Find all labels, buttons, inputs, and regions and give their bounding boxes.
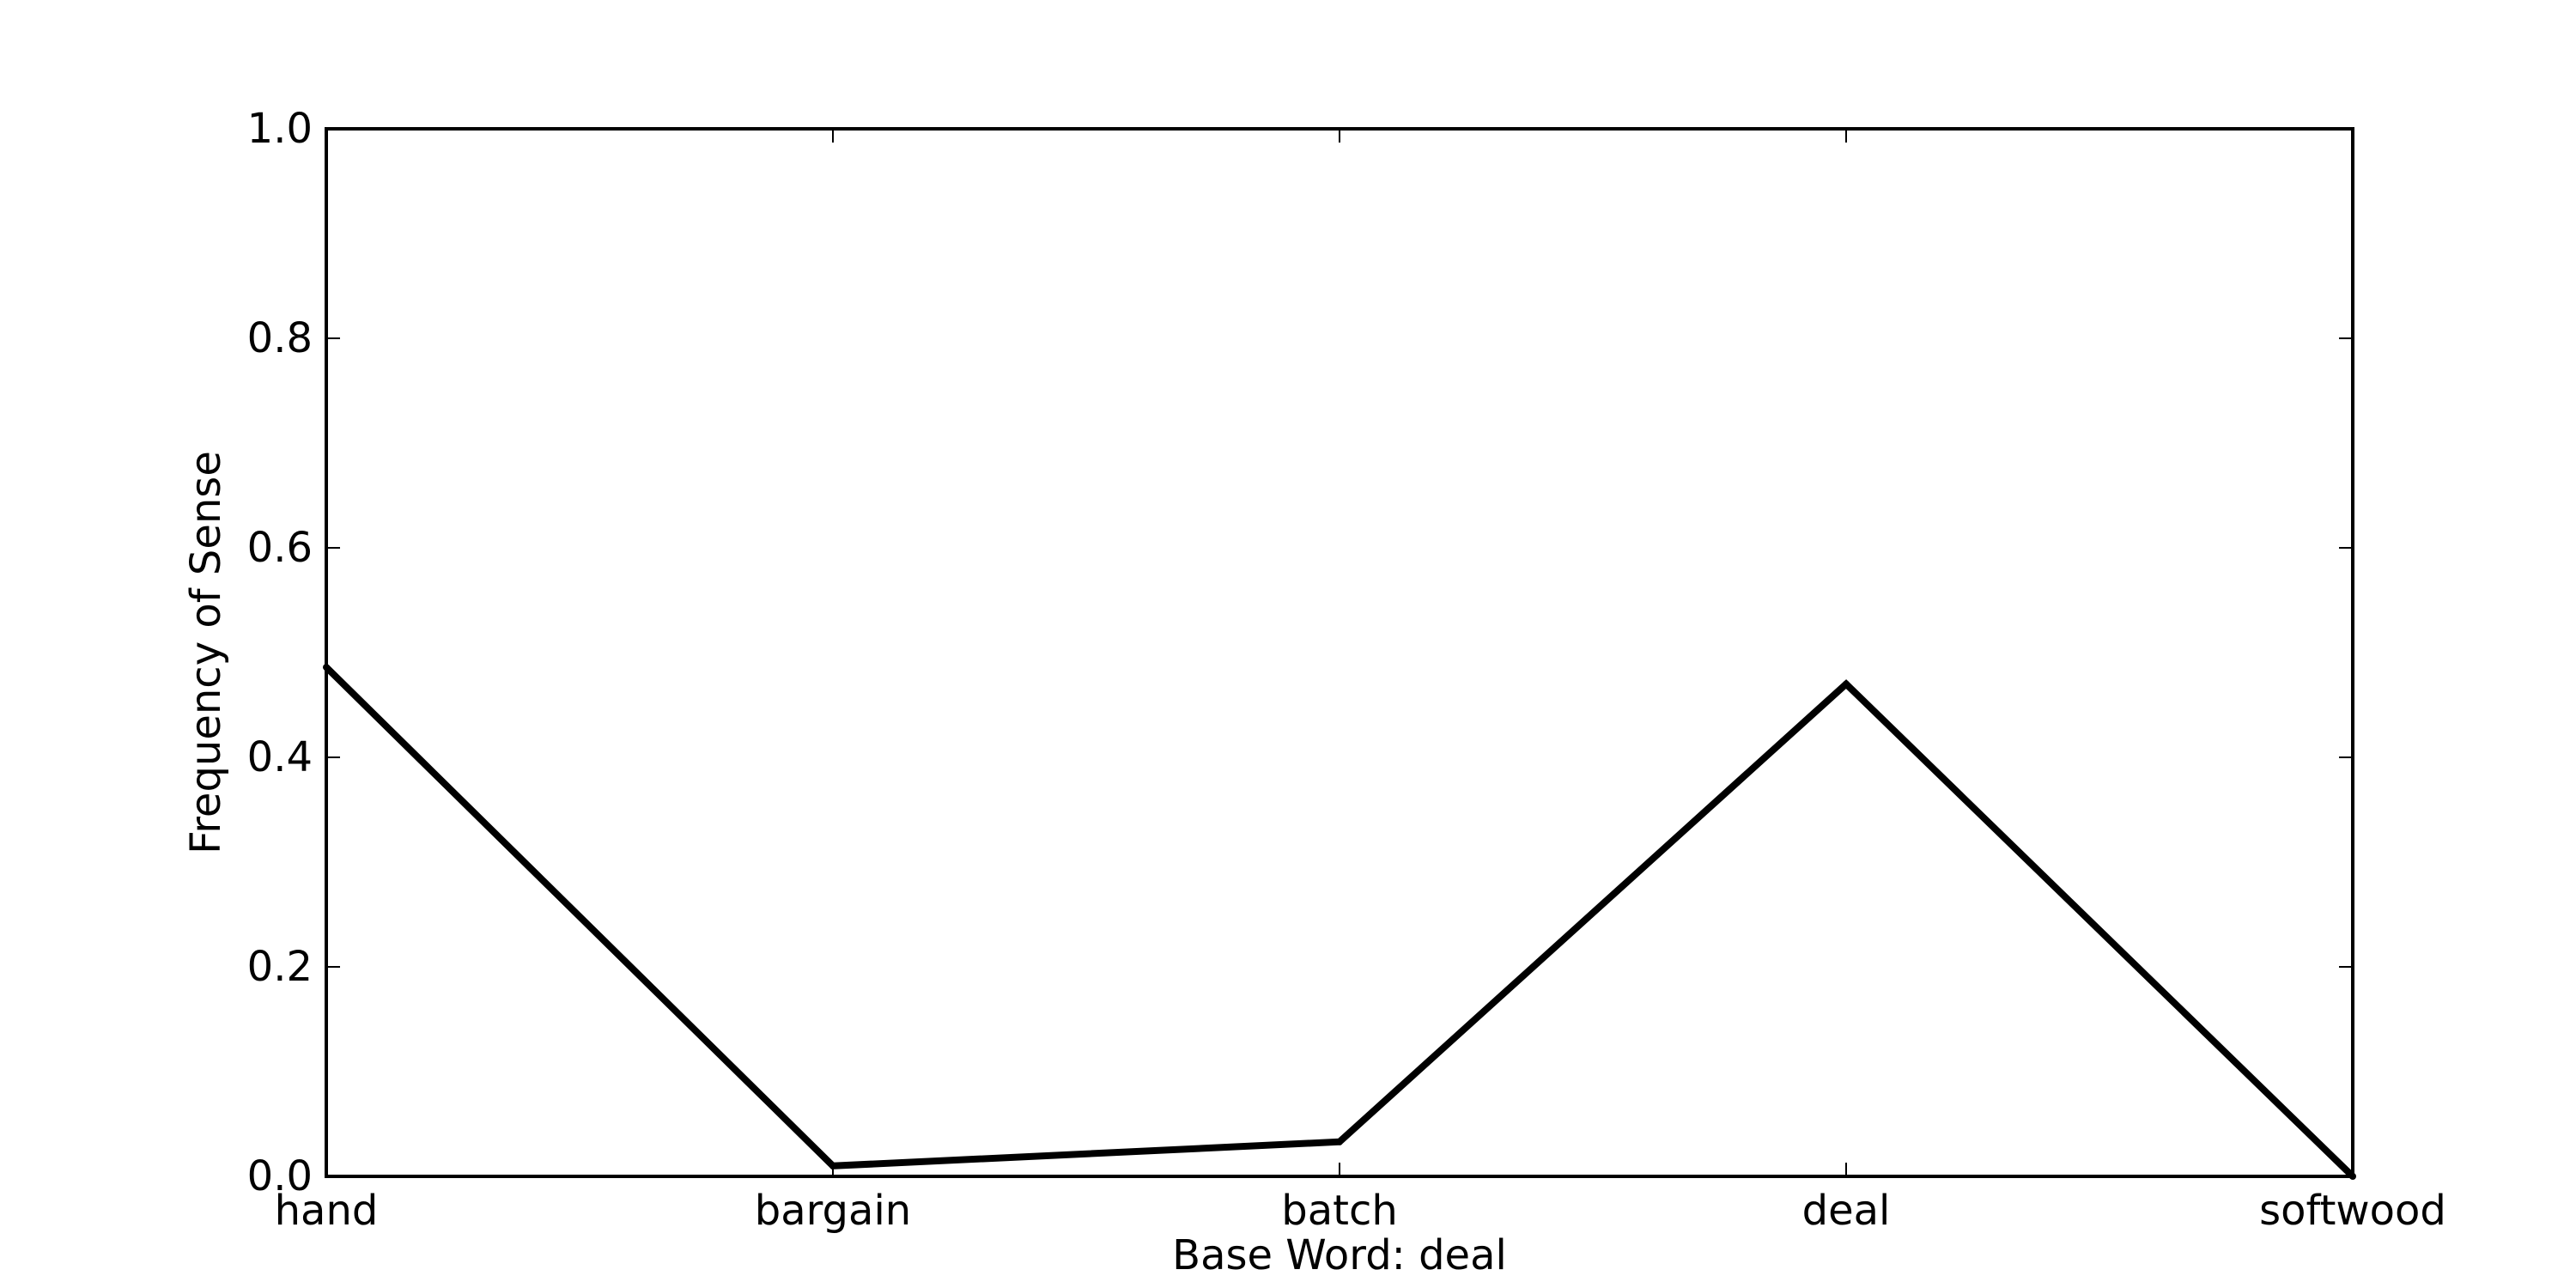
x-axis-ticks: hand bargain batch deal softwood <box>275 129 2446 1235</box>
y-tick-label: 0.8 <box>247 314 313 362</box>
y-tick-label: 0.6 <box>247 524 313 572</box>
y-tick-label: 0.2 <box>247 943 313 991</box>
y-tick-label: 0.4 <box>247 733 313 781</box>
y-axis-ticks: 0.0 0.2 0.4 0.6 0.8 1.0 <box>247 105 2353 1200</box>
x-tick-label: batch <box>1281 1187 1398 1235</box>
data-point <box>1336 1138 1343 1145</box>
x-tick-label: softwood <box>2259 1187 2446 1235</box>
x-axis-label: Base Word: deal <box>1172 1231 1507 1279</box>
x-tick-label: hand <box>275 1187 379 1235</box>
y-tick-label: 1.0 <box>247 105 313 153</box>
x-tick-label: deal <box>1802 1187 1891 1235</box>
x-tick-label: bargain <box>755 1187 911 1235</box>
data-point <box>829 1162 836 1170</box>
data-point <box>1843 680 1850 688</box>
y-axis-label: Frequency of Sense <box>182 451 230 854</box>
y-tick-label: 0.0 <box>247 1152 313 1200</box>
plot-area-frame <box>325 127 2354 1178</box>
